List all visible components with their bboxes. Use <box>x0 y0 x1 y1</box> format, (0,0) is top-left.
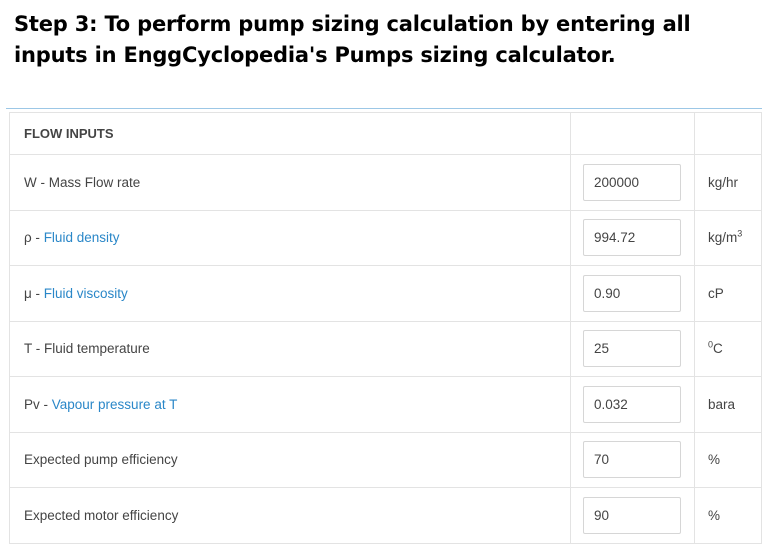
header-value-cell <box>570 112 695 155</box>
input-symbol: Pv - <box>24 396 52 412</box>
input-label-link[interactable]: Vapour pressure at T <box>51 396 178 412</box>
unit-superscript: 3 <box>737 228 743 239</box>
input-row-fluid-density: ρ - Fluid density kg/m3 <box>9 209 762 266</box>
input-unit-cell: % <box>694 431 762 488</box>
input-label: Mass Flow rate <box>48 174 141 190</box>
input-unit-cell: cP <box>694 265 762 322</box>
unit-label: % <box>708 507 721 523</box>
input-unit-cell: kg/hr <box>694 154 762 211</box>
fluid-temperature-input[interactable] <box>583 330 681 368</box>
input-unit-cell: % <box>694 487 762 544</box>
input-row-expected-motor-efficiency: Expected motor efficiency% <box>9 487 762 544</box>
input-label-cell: Pv - Vapour pressure at T <box>9 376 571 433</box>
unit-label: % <box>708 452 721 468</box>
input-label: Expected motor efficiency <box>24 507 179 523</box>
input-label-link[interactable]: Fluid viscosity <box>43 285 128 301</box>
unit-label: kg/m <box>708 230 738 246</box>
section-title: FLOW INPUTS <box>9 112 571 155</box>
input-value-cell <box>570 154 695 211</box>
vapour-pressure-at-t-input[interactable] <box>583 385 681 423</box>
input-value-cell <box>570 376 695 433</box>
input-row-mass-flow-rate: W - Mass Flow rate kg/hr <box>9 154 762 211</box>
unit-label: kg/hr <box>708 174 739 190</box>
input-label-cell: T - Fluid temperature <box>9 320 571 377</box>
input-symbol: ρ - <box>24 230 44 246</box>
input-label-cell: Expected motor efficiency <box>9 487 571 544</box>
input-value-cell <box>570 320 695 377</box>
input-symbol: W - <box>24 174 49 190</box>
header-unit-cell <box>694 112 762 155</box>
input-value-cell <box>570 265 695 322</box>
unit-label: C <box>713 341 723 357</box>
input-row-fluid-temperature: T - Fluid temperature 0C <box>9 320 762 377</box>
input-row-fluid-viscosity: μ - Fluid viscosity cP <box>9 265 762 322</box>
expected-pump-efficiency-input[interactable] <box>583 441 681 479</box>
input-label-cell: Expected pump efficiency <box>9 431 571 488</box>
input-label-cell: ρ - Fluid density <box>9 209 571 266</box>
expected-motor-efficiency-input[interactable] <box>583 496 681 534</box>
input-row-expected-pump-efficiency: Expected pump efficiency% <box>9 431 762 488</box>
input-label-link[interactable]: Fluid density <box>43 230 120 246</box>
input-unit-cell: 0C <box>694 320 762 377</box>
unit-prefix-superscript: 0 <box>708 339 714 350</box>
heading-divider <box>6 108 762 109</box>
fluid-viscosity-input[interactable] <box>583 274 681 312</box>
flow-inputs-header-row: FLOW INPUTS <box>9 112 762 155</box>
unit-label: cP <box>708 285 724 301</box>
input-label: Fluid temperature <box>44 341 150 357</box>
input-label-cell: W - Mass Flow rate <box>9 154 571 211</box>
input-value-cell <box>570 431 695 488</box>
input-label-cell: μ - Fluid viscosity <box>9 265 571 322</box>
input-unit-cell: bara <box>694 376 762 433</box>
fluid-density-input[interactable] <box>583 219 681 257</box>
input-label: Expected pump efficiency <box>24 452 178 468</box>
input-symbol: μ - <box>24 285 44 301</box>
input-value-cell <box>570 487 695 544</box>
step-heading: Step 3: To perform pump sizing calculati… <box>14 12 691 67</box>
flow-inputs-table: FLOW INPUTS W - Mass Flow rate kg/hr ρ - F… <box>9 112 762 544</box>
input-unit-cell: kg/m3 <box>694 209 762 266</box>
input-value-cell <box>570 209 695 266</box>
input-symbol: T - <box>24 341 44 357</box>
input-row-vapour-pressure-at-t: Pv - Vapour pressure at T bara <box>9 376 762 433</box>
unit-label: bara <box>708 396 736 412</box>
mass-flow-rate-input[interactable] <box>583 163 681 201</box>
